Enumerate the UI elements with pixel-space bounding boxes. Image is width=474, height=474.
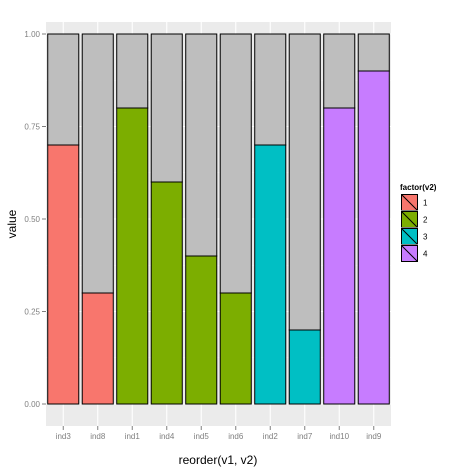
y-tick-label: 1.00 (24, 30, 40, 39)
y-axis-title: value (5, 209, 19, 238)
legend-items: 1 2 3 4 (400, 193, 428, 263)
bar-value-ind4 (150, 181, 183, 405)
x-tick-label: ind6 (228, 432, 244, 441)
bar-remainder-ind9 (357, 33, 390, 72)
legend-label-3: 3 (423, 233, 428, 242)
x-tick-label: ind3 (56, 432, 72, 441)
y-tick-label: 0.00 (24, 400, 40, 409)
bar-remainder-ind5 (185, 33, 218, 257)
y-tick-label: 0.25 (24, 308, 40, 317)
bar-remainder-ind1 (116, 33, 149, 109)
bar-value-ind10 (323, 107, 356, 405)
bar-value-ind8 (81, 292, 114, 405)
bar-value-ind1 (116, 107, 149, 405)
legend-swatch-slash (401, 228, 418, 245)
bar-remainder-ind4 (150, 33, 183, 183)
bar-value-ind3 (47, 144, 80, 405)
x-tick-label: ind5 (194, 432, 210, 441)
legend-label-4: 4 (423, 250, 428, 259)
y-tick-label: 0.50 (24, 215, 40, 224)
bar-value-ind5 (185, 255, 218, 405)
x-axis-title: reorder(v1, v2) (179, 453, 258, 467)
bar-remainder-ind6 (219, 33, 252, 294)
x-tick-label: ind7 (297, 432, 313, 441)
x-tick-label: ind4 (159, 432, 175, 441)
bar-remainder-ind8 (81, 33, 114, 294)
legend-swatch-slash (401, 194, 418, 211)
bar-value-ind7 (288, 329, 321, 405)
bars (47, 33, 390, 405)
y-axis-ticks: 0.00 0.25 0.50 0.75 1.00 (24, 30, 46, 409)
bar-remainder-ind7 (288, 33, 321, 331)
y-tick-label: 0.75 (24, 123, 40, 132)
legend-title: factor(v2) (400, 183, 437, 192)
x-axis-ticks: ind3 ind8 ind1 ind4 ind5 ind6 ind2 ind7 ind10 ind… (56, 426, 382, 441)
bar-remainder-ind10 (323, 33, 356, 109)
legend-swatch-slash (401, 245, 418, 262)
legend-label-1: 1 (423, 199, 428, 208)
bar-remainder-ind3 (47, 33, 80, 146)
x-tick-label: ind9 (366, 432, 382, 441)
x-tick-label: ind2 (263, 432, 279, 441)
bar-value-ind6 (219, 292, 252, 405)
bar-value-ind2 (254, 144, 287, 405)
legend: factor(v2) 1 2 3 4 (400, 183, 437, 263)
legend-swatch-slash (401, 211, 418, 228)
legend-label-2: 2 (423, 216, 428, 225)
x-tick-label: ind8 (90, 432, 106, 441)
bar-remainder-ind2 (254, 33, 287, 146)
x-tick-label: ind10 (329, 432, 349, 441)
bar-value-ind9 (357, 70, 390, 405)
x-tick-label: ind1 (125, 432, 141, 441)
